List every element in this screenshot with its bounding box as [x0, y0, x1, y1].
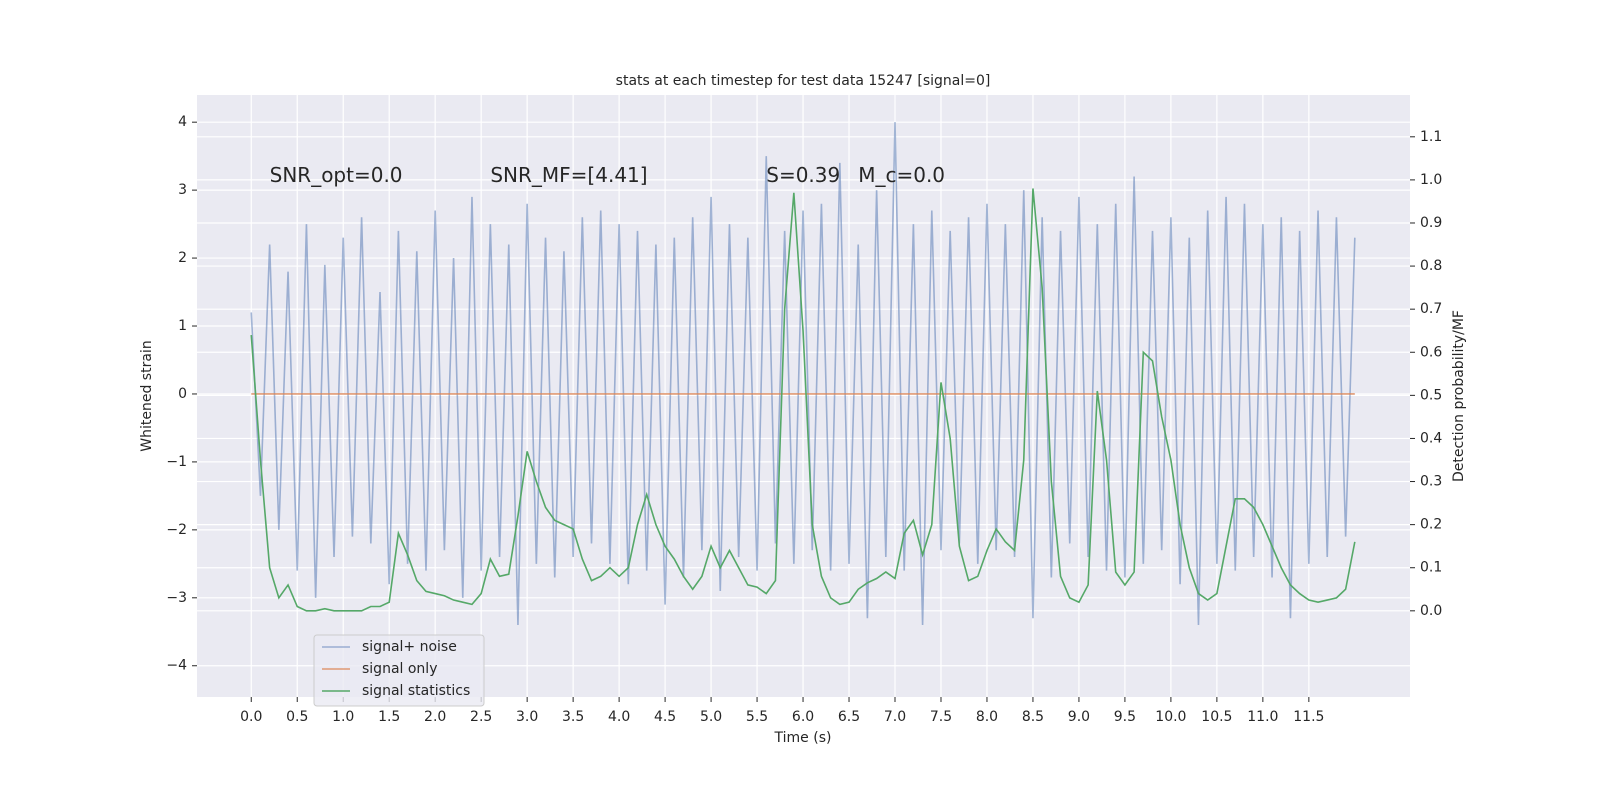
y-tick-label: −4: [166, 658, 187, 674]
x-tick-label: 6.5: [838, 709, 860, 725]
legend-label: signal only: [362, 661, 437, 677]
x-tick-label: 1.0: [332, 709, 354, 725]
legend-box: [313, 634, 485, 707]
y-tick-label: 3: [178, 182, 187, 198]
legend: signal+ noise signal only signal statistic…: [313, 634, 485, 707]
x-tick-label: 7.5: [930, 709, 952, 725]
x-tick-label: 11.5: [1293, 709, 1324, 725]
y-tick-label: −3: [166, 590, 187, 606]
annotation: M_c=0.0: [858, 163, 945, 187]
x-tick-label: 2.0: [424, 709, 446, 725]
x-tick-label: 3.0: [516, 709, 538, 725]
x-tick-label: 1.5: [378, 709, 400, 725]
x-tick-label: 5.5: [746, 709, 768, 725]
y2-tick-label: 1.0: [1420, 172, 1442, 188]
y2-tick-label: 0.7: [1420, 301, 1442, 317]
y-tick-label: 1: [178, 318, 187, 334]
x-tick-label: 0.0: [240, 709, 262, 725]
legend-label: signal+ noise: [362, 639, 457, 655]
x-tick-label: 0.5: [286, 709, 308, 725]
x-tick-label: 8.5: [1022, 709, 1044, 725]
y-tick-label: 2: [178, 250, 187, 266]
x-tick-label: 7.0: [884, 709, 906, 725]
annotation: SNR_opt=0.0: [270, 163, 403, 187]
y-tick-label: −2: [166, 522, 187, 538]
y2-tick-label: 0.8: [1420, 258, 1442, 274]
series-line: [250, 122, 1356, 625]
y2-axis-label: Detection probability/MF: [1451, 310, 1467, 482]
y2-tick-label: 0.2: [1420, 517, 1442, 533]
x-tick-label: 6.0: [792, 709, 814, 725]
x-tick-label: 9.5: [1114, 709, 1136, 725]
x-tick-label: 2.5: [470, 709, 492, 725]
y2-tick-label: 0.1: [1420, 560, 1442, 576]
y2-tick-label: 0.5: [1420, 387, 1442, 403]
x-tick-label: 9.0: [1068, 709, 1090, 725]
x-tick-label: 4.0: [608, 709, 630, 725]
legend-label: signal statistics: [362, 683, 470, 699]
x-tick-label: 3.5: [562, 709, 584, 725]
x-axis-label: Time (s): [774, 730, 832, 746]
y2-tick-label: 0.0: [1420, 603, 1442, 619]
annotation: SNR_MF=[4.41]: [490, 163, 647, 187]
x-tick-label: 4.5: [654, 709, 676, 725]
y2-tick-label: 0.9: [1420, 215, 1442, 231]
y-axis-label: Whitened strain: [139, 340, 155, 451]
x-tick-label: 10.0: [1155, 709, 1186, 725]
y2-tick-label: 0.3: [1420, 474, 1442, 490]
y2-tick-label: 0.4: [1420, 430, 1442, 446]
series-line: [250, 188, 1356, 612]
x-tick-label: 10.5: [1201, 709, 1232, 725]
y2-tick-label: 0.6: [1420, 344, 1442, 360]
x-tick-label: 8.0: [976, 709, 998, 725]
chart-title: stats at each timestep for test data 152…: [616, 73, 991, 89]
y2-tick-label: 1.1: [1420, 129, 1442, 145]
y-tick-label: 0: [178, 386, 187, 402]
x-tick-label: 11.0: [1247, 709, 1278, 725]
y-tick-label: 4: [178, 114, 187, 130]
x-tick-label: 5.0: [700, 709, 722, 725]
annotation: S=0.39: [766, 163, 840, 187]
y-tick-label: −1: [166, 454, 187, 470]
